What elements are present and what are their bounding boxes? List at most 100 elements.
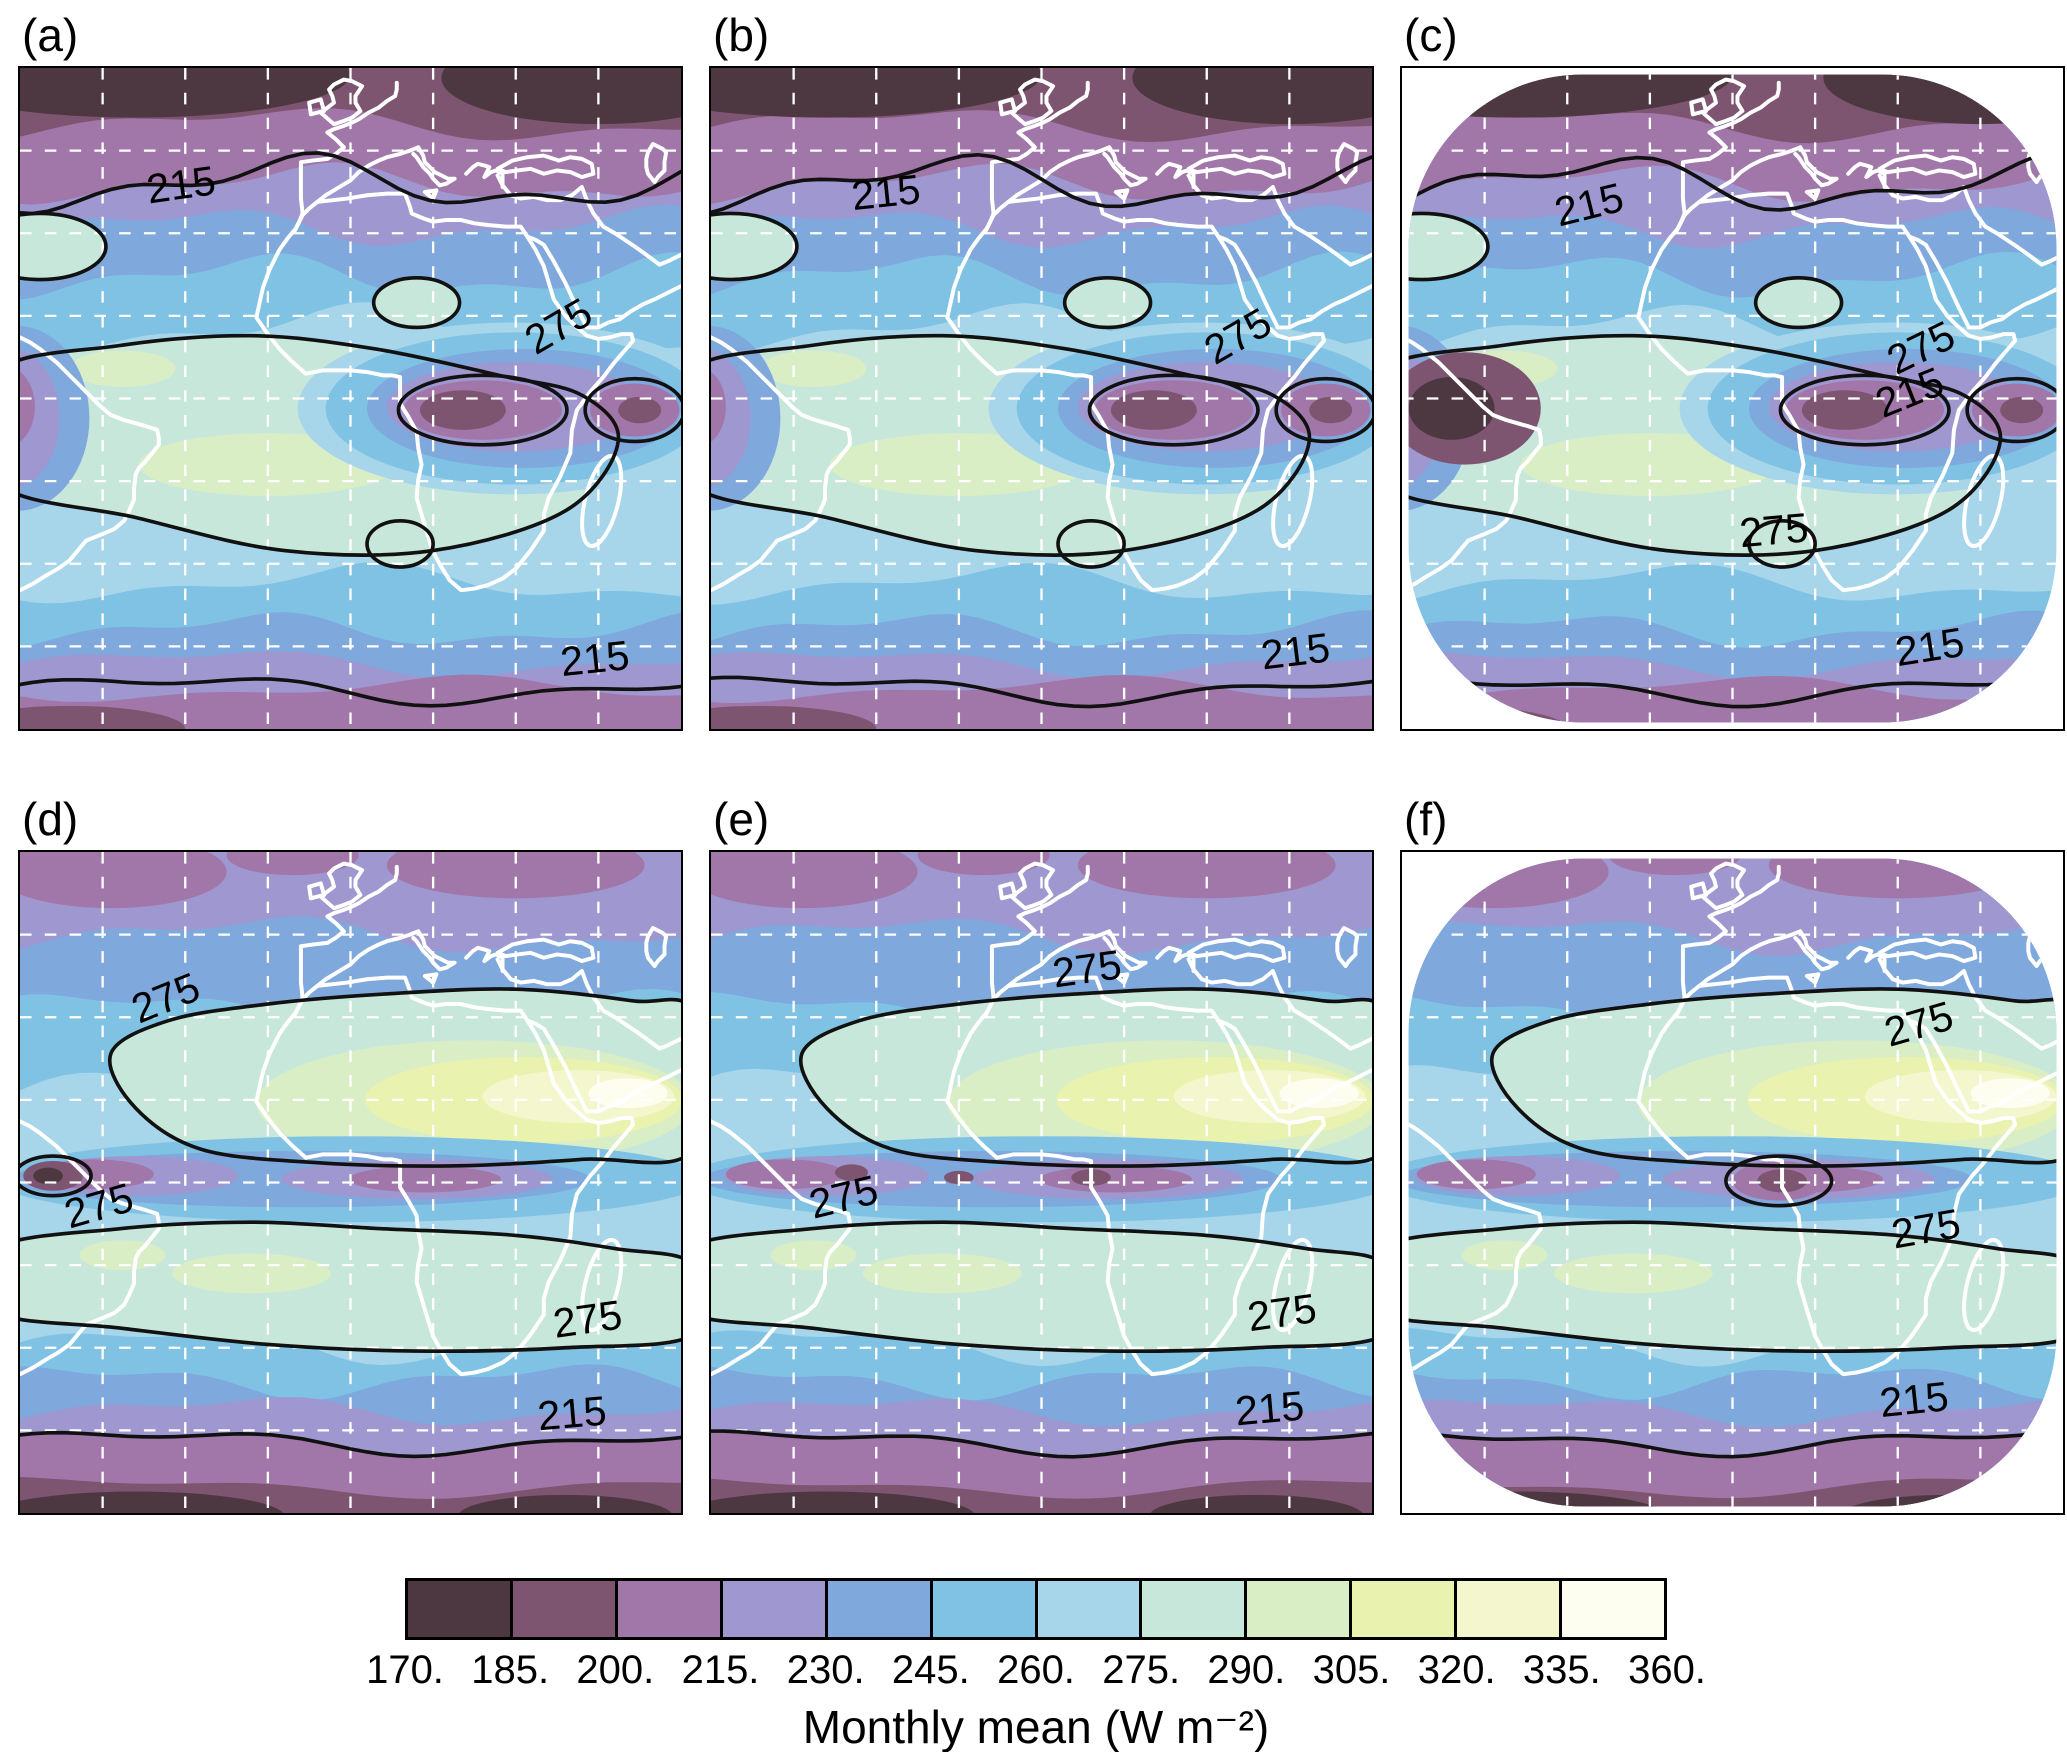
colorbar-cell <box>1352 1581 1458 1637</box>
contour-line <box>1408 333 2003 557</box>
contour-line <box>1753 276 1844 330</box>
contour-line <box>20 1220 681 1353</box>
field-blob <box>20 213 106 280</box>
panel-d: (d) 275 275 275 215 <box>18 792 683 1515</box>
field-blob <box>711 371 726 442</box>
coastline <box>1793 145 1839 188</box>
coastline <box>1689 97 1709 117</box>
coastline <box>983 80 1090 234</box>
field-blob <box>441 68 681 125</box>
coastline <box>1009 861 1056 911</box>
field-blob <box>20 68 351 118</box>
field-blob <box>33 1167 63 1185</box>
coastline <box>464 945 505 973</box>
coastline <box>1006 929 1112 988</box>
field-blob <box>1039 1165 1192 1193</box>
coastline <box>998 97 1018 117</box>
coastline <box>1846 161 1887 189</box>
coastline-madagascar <box>1271 1237 1315 1333</box>
coastline <box>315 145 421 204</box>
coastline-madagascar <box>1962 1237 2006 1333</box>
coastline <box>983 864 1090 1018</box>
contour-label: 215 <box>144 157 219 212</box>
panel-c: (c) 215 275 215 275 215 <box>1400 8 2065 731</box>
map-frame-a: 215 275 215 <box>18 66 683 731</box>
colorbar-cell <box>1247 1581 1353 1637</box>
contour-label: 215 <box>1877 1373 1950 1426</box>
coastline <box>1009 77 1056 127</box>
contour-line <box>1489 987 2057 1168</box>
field-blob <box>20 852 227 909</box>
contour-line <box>1965 376 2057 444</box>
colorbar-title: Monthly mean (W m⁻²) <box>802 1701 1270 1752</box>
contour-line <box>711 211 799 282</box>
field-blob <box>834 1164 868 1181</box>
colorbar-cell <box>1562 1581 1665 1637</box>
field-blob <box>917 852 1050 876</box>
map-frame-f: 275 275 215 <box>1400 850 2065 1515</box>
coastline <box>1674 80 1781 234</box>
colorbar-cell <box>1037 1581 1143 1637</box>
contour-label: 215 <box>1258 624 1332 678</box>
coastline <box>495 153 596 180</box>
field-blob <box>1554 1253 1713 1294</box>
contour-label: 215 <box>536 1388 609 1440</box>
coastline <box>495 937 596 964</box>
contour-line <box>396 373 569 447</box>
coastline <box>1408 1119 1543 1377</box>
coastline <box>1335 926 1360 969</box>
colorbar-tick-label: 290. <box>1207 1648 1286 1692</box>
coastline <box>1636 975 2018 1377</box>
coastline <box>307 881 327 901</box>
coastline <box>1846 945 1887 973</box>
colorbar-swatches <box>405 1578 1667 1640</box>
field-blob <box>1110 390 1197 430</box>
panel-label-f: (f) <box>1404 793 1448 845</box>
contour-line <box>583 376 681 444</box>
contour-line <box>1056 518 1126 569</box>
map-frame-e: 275 275 275 215 <box>709 850 1374 1515</box>
panel-label-d: (d) <box>22 793 79 845</box>
contour-line <box>107 987 681 1168</box>
colorbar-cell <box>1142 1581 1248 1637</box>
coastline <box>525 1018 681 1114</box>
coastline <box>464 161 505 189</box>
colorbar-tick-label: 320. <box>1417 1648 1496 1692</box>
coastline <box>711 1119 852 1377</box>
coastline <box>1113 188 1130 201</box>
contour-line <box>1408 673 2057 709</box>
coastline <box>644 926 669 969</box>
coastline <box>1689 881 1709 901</box>
coastline <box>495 957 681 1051</box>
coastline <box>1877 957 2057 1051</box>
contour-line <box>1408 1220 2057 1353</box>
coastline <box>1186 153 1287 180</box>
field-blob <box>459 1494 672 1513</box>
field-blob <box>618 396 662 424</box>
contour-line <box>1778 373 1951 447</box>
contour-label: 275 <box>1245 1285 1320 1340</box>
coastline <box>1674 864 1781 1018</box>
field-blob <box>1150 1494 1363 1513</box>
colorbar-cell <box>932 1581 1038 1637</box>
coastline <box>254 975 636 1377</box>
field-blob <box>1408 377 1495 440</box>
coastline <box>411 145 457 188</box>
coastline <box>20 335 161 593</box>
coastline <box>422 972 439 985</box>
field-blob <box>760 350 867 387</box>
panel-e: (e) 275 275 275 215 <box>709 792 1374 1515</box>
colorbar-cell <box>722 1581 828 1637</box>
coastline <box>1907 234 2057 330</box>
colorbar-cell <box>1457 1581 1563 1637</box>
coastline <box>307 97 327 117</box>
contour-line <box>1724 1154 1834 1208</box>
coastline <box>1006 145 1112 204</box>
coastline <box>945 191 1327 593</box>
